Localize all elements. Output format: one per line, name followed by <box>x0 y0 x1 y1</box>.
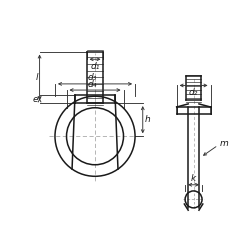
Text: d₄: d₄ <box>87 80 97 88</box>
Text: m: m <box>220 139 228 148</box>
Text: l: l <box>36 73 38 82</box>
Text: h: h <box>144 115 150 124</box>
Text: e: e <box>32 95 38 104</box>
Text: d₂: d₂ <box>189 88 198 97</box>
Text: k: k <box>191 174 196 183</box>
Text: d₃: d₃ <box>87 73 97 82</box>
Text: d₁: d₁ <box>90 62 100 70</box>
